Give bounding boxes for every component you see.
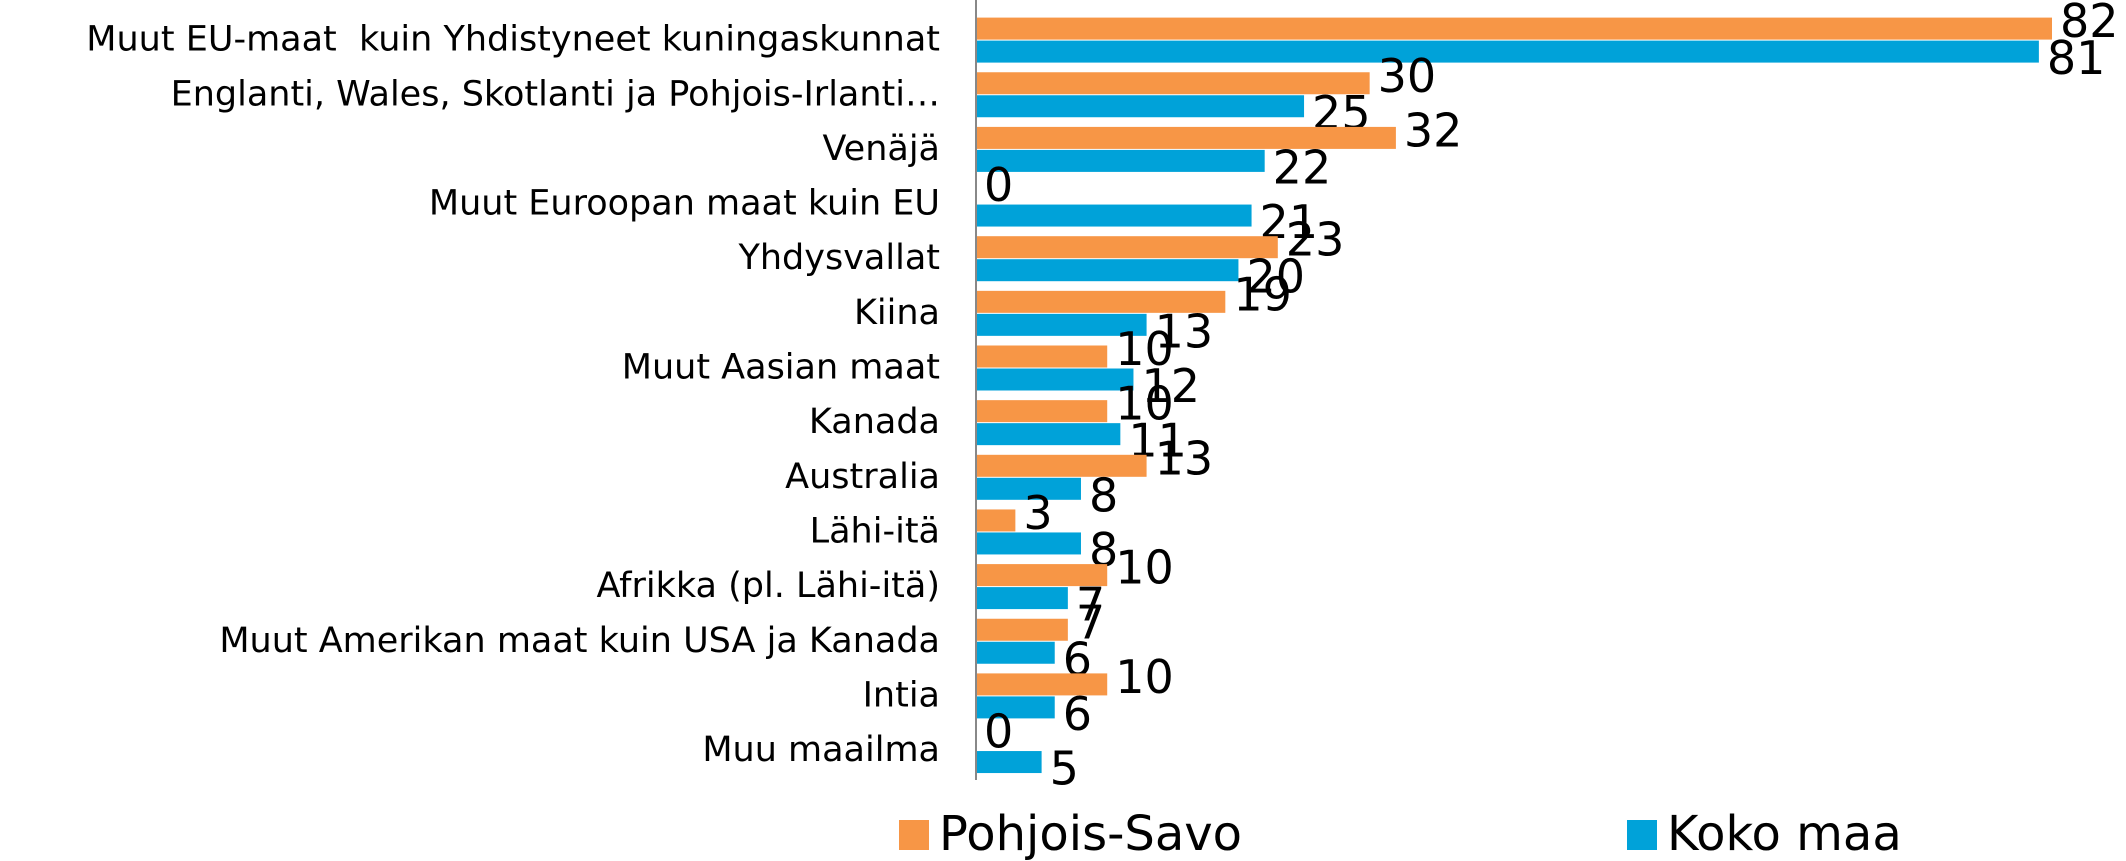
category-label: Intia bbox=[863, 675, 940, 715]
bar bbox=[976, 751, 1042, 774]
value-label: 7 bbox=[1076, 578, 1105, 632]
category-label: Muu maailma bbox=[702, 730, 940, 770]
bar bbox=[976, 149, 1265, 172]
value-label: 20 bbox=[1246, 250, 1305, 304]
legend-swatch bbox=[1627, 820, 1657, 850]
value-label: 10 bbox=[1115, 541, 1174, 595]
category-label: Kanada bbox=[809, 402, 940, 442]
bar bbox=[976, 400, 1108, 423]
bar bbox=[976, 313, 1147, 336]
value-label: 13 bbox=[1155, 304, 1214, 358]
bar bbox=[976, 204, 1252, 227]
category-label: Englanti, Wales, Skotlanti ja Pohjois-Ir… bbox=[171, 74, 940, 114]
legend-label: Koko maa bbox=[1667, 806, 1902, 861]
value-label: 10 bbox=[1115, 322, 1174, 376]
bar bbox=[976, 587, 1068, 610]
value-label: 3 bbox=[1023, 486, 1052, 540]
value-label: 32 bbox=[1404, 103, 1463, 157]
category-label: Venäjä bbox=[822, 129, 940, 169]
bar bbox=[976, 564, 1108, 587]
bar bbox=[976, 423, 1121, 446]
bar bbox=[976, 532, 1081, 555]
bar bbox=[976, 95, 1305, 118]
bar bbox=[976, 477, 1081, 500]
bar bbox=[976, 368, 1134, 391]
value-label: 10 bbox=[1115, 650, 1174, 704]
value-label: 23 bbox=[1286, 213, 1345, 267]
category-label: Muut Aasian maat bbox=[622, 348, 940, 388]
bar bbox=[976, 696, 1055, 719]
value-label: 30 bbox=[1378, 49, 1437, 103]
category-label: Muut EU-maat kuin Yhdistyneet kuningasku… bbox=[86, 20, 940, 60]
bar bbox=[976, 236, 1278, 259]
bar bbox=[976, 290, 1226, 313]
bar bbox=[976, 673, 1108, 696]
bar bbox=[976, 17, 2052, 40]
legend-label: Pohjois-Savo bbox=[939, 806, 1242, 861]
value-label: 5 bbox=[1050, 742, 1079, 796]
category-label: Muut Euroopan maat kuin EU bbox=[429, 184, 940, 224]
category-label: Yhdysvallat bbox=[737, 238, 940, 278]
bar bbox=[976, 454, 1147, 477]
value-label: 22 bbox=[1273, 140, 1332, 194]
category-label: Australia bbox=[785, 457, 940, 497]
value-label: 13 bbox=[1155, 431, 1214, 485]
category-label: Afrikka (pl. Lähi-itä) bbox=[596, 566, 940, 606]
value-label: 8 bbox=[1089, 468, 1118, 522]
bar bbox=[976, 618, 1068, 641]
value-label: 6 bbox=[1063, 687, 1092, 741]
bar bbox=[976, 126, 1396, 149]
category-label: Lähi-itä bbox=[810, 511, 940, 551]
bar bbox=[976, 259, 1239, 282]
value-label: 0 bbox=[984, 158, 1013, 212]
bar bbox=[976, 509, 1016, 532]
category-label: Muut Amerikan maat kuin USA ja Kanada bbox=[219, 621, 940, 661]
category-label: Kiina bbox=[854, 293, 940, 333]
value-label: 7 bbox=[1076, 595, 1105, 649]
bar bbox=[976, 72, 1370, 95]
value-label: 82 bbox=[2060, 0, 2119, 48]
bar bbox=[976, 641, 1055, 664]
value-label: 10 bbox=[1115, 377, 1174, 431]
legend-swatch bbox=[899, 820, 929, 850]
value-label: 19 bbox=[1233, 267, 1292, 321]
value-label: 12 bbox=[1141, 359, 1200, 413]
value-label: 81 bbox=[2047, 31, 2106, 85]
value-label: 0 bbox=[984, 705, 1013, 759]
bar bbox=[976, 40, 2039, 63]
bar bbox=[976, 345, 1108, 368]
